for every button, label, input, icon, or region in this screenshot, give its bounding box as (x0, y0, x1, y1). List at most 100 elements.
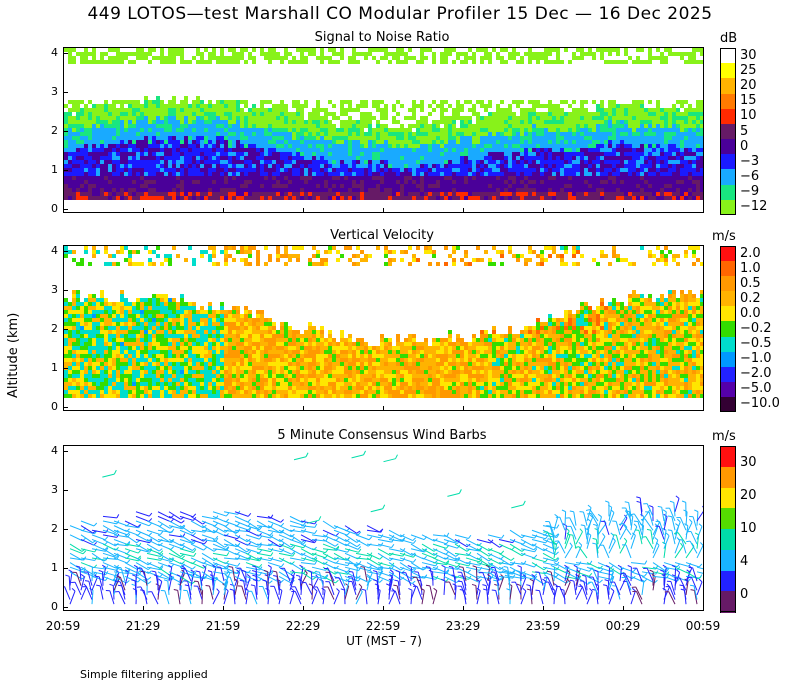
snr-cell (556, 176, 560, 180)
snr-cell (528, 48, 532, 52)
vv-cell (64, 314, 68, 318)
snr-cell (256, 176, 260, 180)
vv-cell (80, 370, 84, 374)
vv-cell (92, 346, 96, 350)
snr-cell (224, 172, 228, 176)
snr-cell (516, 116, 520, 120)
snr-cell (260, 48, 264, 52)
snr-cell (300, 196, 304, 200)
snr-cell (80, 172, 84, 176)
snr-cell (528, 128, 532, 132)
snr-cell (432, 168, 436, 172)
snr-cell (396, 56, 400, 60)
snr-cell (636, 108, 640, 112)
snr-cell (280, 164, 284, 168)
vv-cell (164, 310, 168, 314)
snr-cell (232, 52, 236, 56)
snr-cell (224, 156, 228, 160)
snr-cell (392, 144, 396, 148)
vv-cell (76, 314, 80, 318)
snr-cell (652, 156, 656, 160)
snr-cell (232, 108, 236, 112)
vv-cell (168, 258, 172, 262)
snr-cell (168, 108, 172, 112)
snr-cell (452, 132, 456, 136)
vv-cell (136, 318, 140, 322)
snr-cell (136, 188, 140, 192)
snr-cell (652, 188, 656, 192)
snr-cell (596, 156, 600, 160)
snr-cell (332, 180, 336, 184)
snr-cell (248, 52, 252, 56)
snr-cell (220, 132, 224, 136)
snr-cell (296, 104, 300, 108)
snr-cell (648, 152, 652, 156)
vv-cell (120, 350, 124, 354)
snr-cell (516, 180, 520, 184)
snr-cell (128, 152, 132, 156)
snr-cell (504, 148, 508, 152)
snr-cell (320, 172, 324, 176)
snr-cell (108, 140, 112, 144)
vv-cell (160, 390, 164, 394)
snr-cell (652, 140, 656, 144)
snr-cell (260, 128, 264, 132)
snr-cell (256, 136, 260, 140)
snr-cell (328, 128, 332, 132)
vv-cell (144, 362, 148, 366)
snr-cell (128, 164, 132, 168)
snr-cell (652, 144, 656, 148)
vv-cell (160, 298, 164, 302)
vv-cell (136, 250, 140, 254)
snr-cell (348, 124, 352, 128)
vv-cell (120, 306, 124, 310)
vv-cell (92, 250, 96, 254)
snr-cell (304, 188, 308, 192)
snr-cell (476, 148, 480, 152)
snr-cell (76, 168, 80, 172)
snr-cell (464, 52, 468, 56)
vv-cell (176, 362, 180, 366)
snr-cell (208, 104, 212, 108)
snr-cell (228, 152, 232, 156)
snr-cell (424, 192, 428, 196)
snr-cell (500, 176, 504, 180)
snr-cell (420, 140, 424, 144)
snr-cell (308, 160, 312, 164)
vv-cell (136, 382, 140, 386)
snr-cell (608, 104, 612, 108)
snr-cell (556, 112, 560, 116)
snr-cell (260, 112, 264, 116)
snr-cell (324, 168, 328, 172)
snr-cell (396, 140, 400, 144)
snr-cell (572, 116, 576, 120)
vv-cell (80, 354, 84, 358)
snr-cell (540, 152, 544, 156)
snr-cell (88, 52, 92, 56)
snr-cell (560, 124, 564, 128)
snr-cell (184, 176, 188, 180)
snr-cell (556, 52, 560, 56)
snr-cell (552, 108, 556, 112)
snr-cell (80, 136, 84, 140)
snr-cell (548, 120, 552, 124)
snr-cell (216, 168, 220, 172)
snr-cell (196, 96, 200, 100)
vv-cell (144, 358, 148, 362)
snr-cell (184, 152, 188, 156)
snr-cell (488, 148, 492, 152)
snr-cell (440, 120, 444, 124)
snr-cell (136, 192, 140, 196)
snr-cell (276, 140, 280, 144)
snr-cell (396, 176, 400, 180)
vv-cell (92, 326, 96, 330)
snr-cell (316, 180, 320, 184)
snr-cell (696, 100, 700, 104)
snr-cell (508, 144, 512, 148)
snr-cell (680, 188, 684, 192)
snr-cell (552, 144, 556, 148)
snr-cell (628, 104, 632, 108)
snr-cell (296, 176, 300, 180)
snr-cell (412, 112, 416, 116)
snr-cell (500, 184, 504, 188)
